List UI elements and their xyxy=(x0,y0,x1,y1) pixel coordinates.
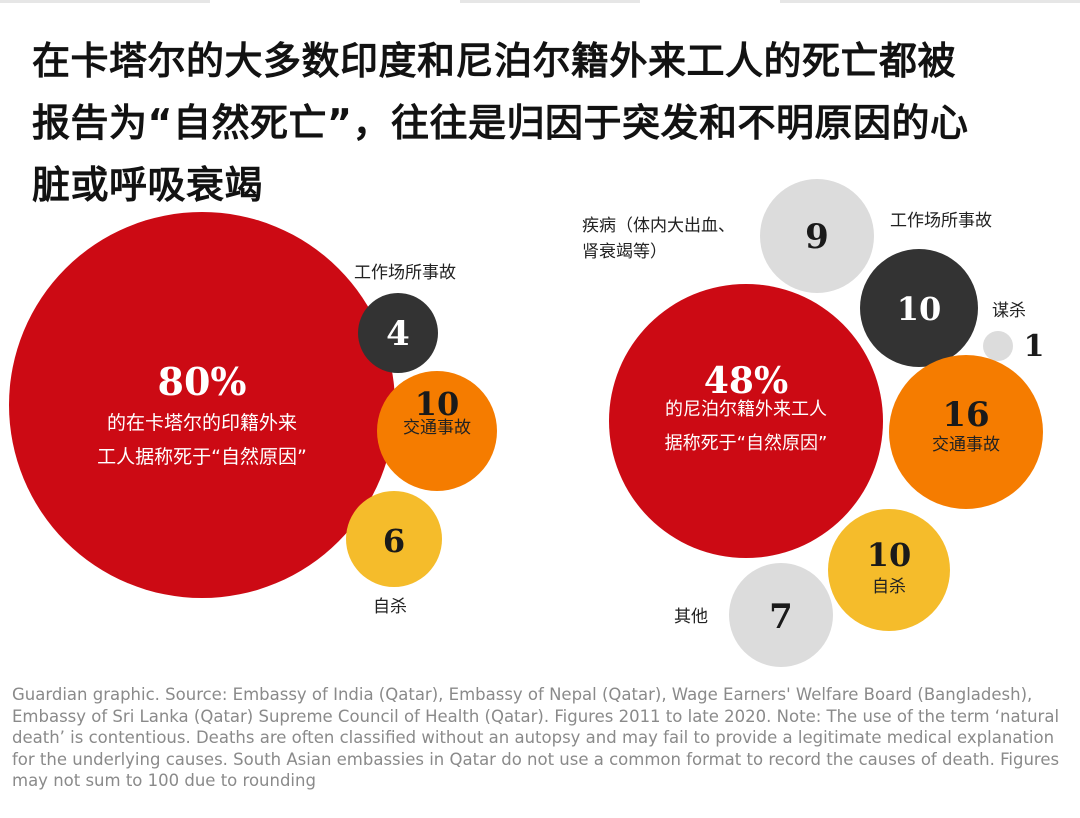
bubble-2-6 xyxy=(828,509,950,631)
source-note: Guardian graphic. Source: Embassy of Ind… xyxy=(12,685,1060,791)
bubble-value-2-2: 9 xyxy=(805,217,829,257)
bubble-value-2-4: 1 xyxy=(1024,329,1045,364)
bubble-1-2 xyxy=(358,293,438,373)
bubble-caption-2-4-1: 谋杀 xyxy=(992,301,1026,321)
title-line-2: 报告为“自然死亡”，往往是归因于突发和不明原因的心 xyxy=(32,101,969,145)
bubble-caption-1-4-1: 自杀 xyxy=(373,597,407,617)
bubble-2-7 xyxy=(729,563,833,667)
bubble-2-5 xyxy=(889,355,1043,509)
title-line-3: 脏或呼吸衰竭 xyxy=(32,163,264,207)
bubble-caption-2-2-2: 肾衰竭等） xyxy=(582,242,667,262)
bubble-2-2 xyxy=(760,179,874,293)
bubble-value-2-3: 10 xyxy=(897,290,942,328)
bubble-caption-2-6-1: 自杀 xyxy=(872,577,906,597)
bubble-2-3 xyxy=(860,249,978,367)
bubble-1-4 xyxy=(346,491,442,587)
bubble-value-1-3: 10 xyxy=(415,385,460,423)
bubble-value-2-5: 16 xyxy=(942,395,989,435)
bubble-value-1-2: 4 xyxy=(386,314,410,354)
bubble-caption-2-7-1: 其他 xyxy=(674,607,708,627)
bubble-caption-1-1-2: 工人据称死于“自然原因” xyxy=(97,446,307,468)
bubble-charts: 80%的在卡塔尔的印籍外来工人据称死于“自然原因”4工作场所事故10交通事故6自… xyxy=(9,179,1044,667)
page-title: 在卡塔尔的大多数印度和尼泊尔籍外来工人的死亡都被 报告为“自然死亡”，往往是归因… xyxy=(32,30,1042,216)
bubble-value-1-4: 6 xyxy=(383,522,405,560)
bubble-1-1 xyxy=(9,212,395,598)
bubble-caption-2-2-1: 疾病（体内大出血、 xyxy=(582,216,735,236)
bubble-caption-2-1-1: 的尼泊尔籍外来工人 xyxy=(665,399,827,420)
bubble-caption-1-3-1: 交通事故 xyxy=(403,418,471,438)
bubble-caption-2-3-1: 工作场所事故 xyxy=(890,211,992,231)
bubble-value-1-1: 80% xyxy=(158,359,247,404)
bubble-caption-2-5-1: 交通事故 xyxy=(932,435,1000,455)
bubble-value-2-7: 7 xyxy=(769,597,793,637)
bubble-value-2-1: 48% xyxy=(704,360,788,402)
bubble-1-3 xyxy=(377,371,497,491)
top-rule xyxy=(0,0,1080,4)
bubble-caption-1-1-1: 的在卡塔尔的印籍外来 xyxy=(107,412,297,434)
bubble-2-4 xyxy=(983,331,1013,361)
bubble-caption-1-2-1: 工作场所事故 xyxy=(354,263,456,283)
bubble-2-1 xyxy=(609,284,883,558)
bubble-value-2-6: 10 xyxy=(867,536,912,574)
bubble-caption-2-1-2: 据称死于“自然原因” xyxy=(665,433,828,454)
title-line-1: 在卡塔尔的大多数印度和尼泊尔籍外来工人的死亡都被 xyxy=(32,39,957,83)
